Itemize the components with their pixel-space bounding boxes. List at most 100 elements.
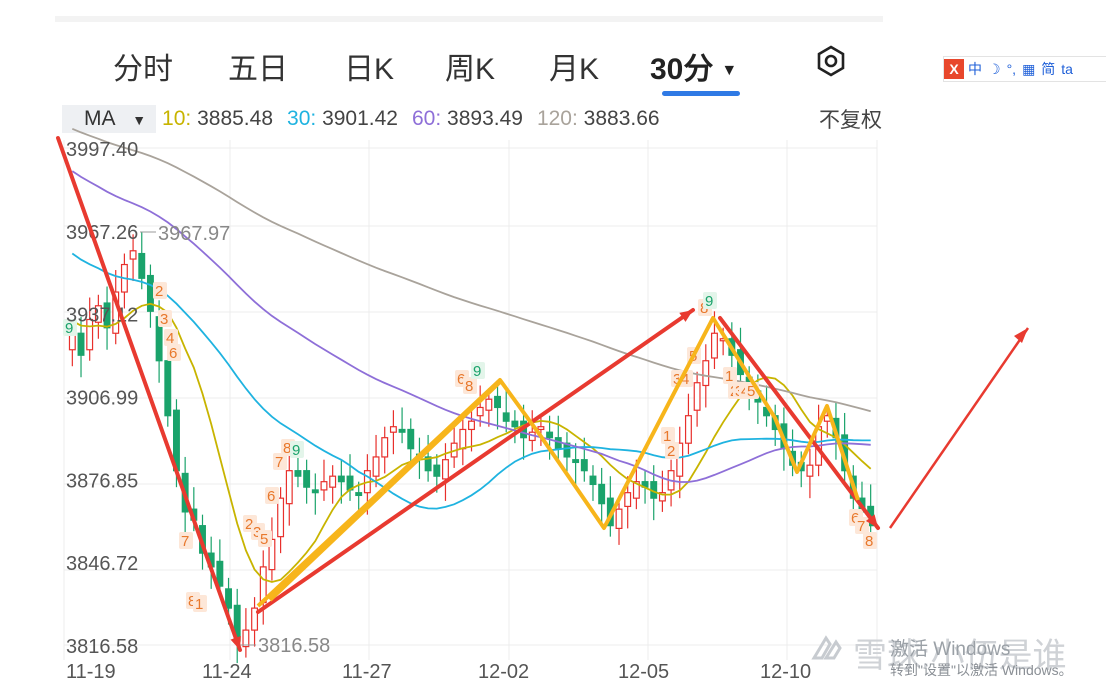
x-tick-label: 11-19 <box>66 661 116 683</box>
ma10-value: 3885.48 <box>197 107 274 130</box>
td-marker: 1 <box>663 428 671 445</box>
td-marker: 3 <box>253 524 261 541</box>
td-marker: 3 <box>673 371 681 388</box>
td-marker-bg <box>258 530 272 547</box>
ma30-label: 30: <box>287 107 317 130</box>
x-tick-label: 11-27 <box>342 661 392 683</box>
candle-body <box>363 470 371 494</box>
td-marker: 8 <box>188 593 196 610</box>
candle-body <box>728 338 736 356</box>
td-marker-bg <box>698 299 712 316</box>
caret-down-icon: ▼ <box>132 112 147 128</box>
td-marker: 6 <box>169 345 177 362</box>
candle-body <box>329 475 337 488</box>
ime-more[interactable]: ta <box>1061 61 1073 77</box>
td-marker-bg <box>739 382 753 399</box>
td-marker-bg <box>273 453 287 470</box>
tab-five-day[interactable]: 五日 <box>228 53 288 86</box>
candle-body <box>537 426 545 431</box>
td-marker: 3 <box>735 383 743 400</box>
tab-30min[interactable]: 30分 ▼ <box>650 44 737 88</box>
td-marker-bg <box>665 442 679 459</box>
td-marker: 5 <box>260 531 268 548</box>
candle-body <box>494 395 501 409</box>
candle-body <box>615 508 623 530</box>
td-marker-bg <box>455 370 469 387</box>
ma-selector[interactable]: MA ▼ <box>62 105 157 133</box>
ime-simplified[interactable]: 简 <box>1041 61 1056 77</box>
high-annotation: 3967.97 <box>158 223 230 245</box>
tab-monthly-k[interactable]: 月K <box>549 53 600 86</box>
zigzag-wave-lines <box>256 316 860 608</box>
candle-body <box>823 415 831 422</box>
candle-body <box>68 332 76 351</box>
tab-intraday[interactable]: 分时 <box>113 53 173 86</box>
candle-body <box>303 470 311 488</box>
td-marker-bg <box>243 515 257 532</box>
td-marker-bg <box>863 532 877 549</box>
candle-body <box>711 332 718 359</box>
td-marker-bg <box>265 487 279 504</box>
candle-body <box>450 442 458 458</box>
td-marker: 8 <box>283 440 291 457</box>
td-marker-bg <box>251 523 265 540</box>
td-marker: 7 <box>857 518 865 535</box>
windows-activation-sub: 转到"设置"以激活 Windows。 <box>890 662 1073 678</box>
candle-body <box>277 497 285 538</box>
tab-weekly-k[interactable]: 周K <box>445 53 496 86</box>
moon-icon[interactable]: ☽ <box>988 60 1001 77</box>
adjust-toggle[interactable]: 不复权 <box>819 109 882 132</box>
ma30-line <box>71 252 871 510</box>
watermark: 雪球:小伍是谁 激活 Windows 转到"设置"以激活 Windows。 <box>808 628 1098 683</box>
td-marker: 6 <box>267 488 275 505</box>
td-marker-bg <box>855 517 869 534</box>
candle-body <box>442 459 449 480</box>
candle-body <box>181 472 189 513</box>
td-marker-bg <box>193 595 207 612</box>
ma-legend-bar: MA ▼ 10: 3885.48 30: 3901.42 60: 3893.49… <box>62 104 882 134</box>
candle-body <box>650 481 658 499</box>
y-tick-label: 3937.12 <box>66 305 138 327</box>
ma120-line <box>71 127 871 413</box>
candle-body <box>598 483 606 505</box>
y-axis-labels: 3997.40 3967.26 3937.12 3906.99 3876.85 3846.… <box>66 139 138 658</box>
candle-body <box>632 481 640 499</box>
candle-body <box>207 552 215 568</box>
td-marker: 5 <box>689 348 697 365</box>
ime-chinese[interactable]: 中 <box>968 61 982 77</box>
settings-icon[interactable] <box>814 44 848 78</box>
candle-body <box>468 420 475 431</box>
candle-body <box>658 492 666 502</box>
candle-body <box>502 412 510 422</box>
candle-body <box>294 470 302 477</box>
chart-annotations: 3967.97 3816.58 <box>140 223 330 657</box>
candle-body <box>173 409 180 472</box>
uptrend-arrow <box>256 308 695 614</box>
x-axis-labels: 11-19 11-24 11-27 12-02 12-05 12-10 <box>66 661 811 683</box>
ime-toolbar[interactable]: X 中 ☽ °, ▦ 简 ta <box>943 56 1106 82</box>
candle-body <box>528 431 536 442</box>
candle-body <box>120 263 128 293</box>
downtrend-arrow-1 <box>56 136 242 652</box>
td-marker: 9 <box>65 320 73 337</box>
td-marker: 6 <box>457 371 465 388</box>
td-marker-bg <box>728 382 742 399</box>
punctuation-icon[interactable]: °, <box>1006 61 1017 77</box>
zigzag-lower-leg <box>268 380 502 602</box>
candle-body <box>771 415 779 431</box>
candle-body <box>780 423 788 450</box>
candle-body <box>138 252 146 279</box>
candle-body <box>86 318 94 351</box>
top-divider <box>55 16 883 22</box>
x-tick-label: 12-10 <box>760 661 811 683</box>
td-marker: 7 <box>181 533 189 550</box>
tab-daily-k[interactable]: 日K <box>344 53 395 86</box>
candle-body <box>815 426 823 466</box>
snowball-logo-icon <box>811 635 842 660</box>
candle-body <box>190 508 198 521</box>
candle-body <box>259 566 267 604</box>
x-tick-label: 12-05 <box>618 661 669 683</box>
ma120-value: 3883.66 <box>583 107 660 130</box>
keyboard-icon[interactable]: ▦ <box>1022 60 1036 77</box>
y-tick-label: 3967.26 <box>66 222 138 244</box>
